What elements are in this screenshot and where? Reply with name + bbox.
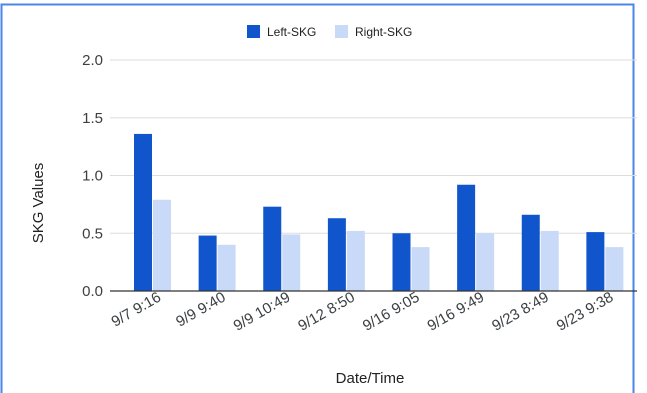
bar-left-skg: [586, 232, 605, 291]
bar-left-skg: [392, 233, 411, 291]
bar-right-skg: [605, 247, 624, 291]
y-tick-label: 1.5: [82, 110, 103, 127]
x-tick-label: 9/9 10:49: [231, 289, 294, 335]
x-tick-label: 9/16 9:49: [424, 289, 487, 335]
x-tick-label: 9/16 9:05: [360, 289, 423, 335]
y-tick-label: 0.0: [82, 283, 103, 300]
chart-border: [0, 3, 635, 393]
x-tick-label: 9/7 9:16: [109, 289, 164, 331]
y-tick-label: 2.0: [82, 52, 103, 69]
legend-swatch: [247, 25, 260, 38]
bar-right-skg: [282, 234, 301, 291]
legend: Left-SKG Right-SKG: [247, 25, 412, 39]
bar-right-skg: [476, 233, 495, 291]
legend-swatch: [335, 25, 348, 38]
bar-left-skg: [198, 235, 217, 291]
bar-right-skg: [153, 199, 171, 291]
bar-left-skg: [457, 184, 476, 291]
x-tick-label: 9/23 8:49: [489, 289, 552, 335]
legend-label: Left-SKG: [267, 25, 316, 39]
x-tick-label: 9/9 9:40: [173, 289, 228, 331]
x-axis-title: Date/Time: [336, 370, 405, 387]
bar-right-skg: [540, 230, 559, 291]
bar-left-skg: [263, 206, 282, 291]
legend-label: Right-SKG: [355, 25, 412, 39]
bar-left-skg: [134, 133, 152, 291]
bar-right-skg: [346, 230, 365, 291]
bars: [134, 133, 624, 291]
bar-right-skg: [217, 244, 236, 291]
x-tick-label: 9/23 9:38: [554, 289, 617, 335]
bar-left-skg: [521, 214, 540, 291]
y-tick-label: 0.5: [82, 225, 103, 242]
gridlines: [110, 59, 637, 234]
y-axis-title: SKG Values: [30, 163, 47, 244]
x-tick-label: 9/12 8:50: [295, 289, 358, 335]
y-tick-label: 1.0: [82, 168, 103, 185]
axes: 0.0 0.5 1.0 1.5 2.0 9/7 9:16 9/9 9:40 9/9 10:49…: [82, 52, 637, 335]
bar-left-skg: [327, 218, 346, 291]
bar-right-skg: [411, 247, 430, 291]
